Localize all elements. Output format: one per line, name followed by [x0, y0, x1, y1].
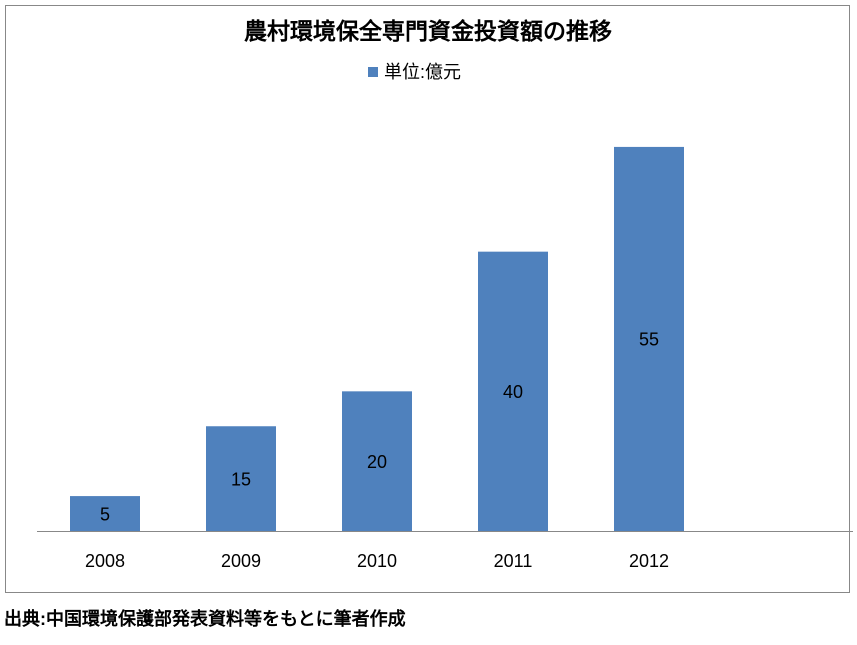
x-tick-label: 2008: [85, 551, 125, 571]
x-tick-label: 2009: [221, 551, 261, 571]
bar: [614, 146, 684, 531]
chart-border: [5, 5, 850, 593]
data-label: 55: [639, 330, 659, 350]
bar: [70, 496, 140, 531]
bar: [478, 251, 548, 531]
x-tick-label: 2011: [494, 551, 533, 571]
x-tick-label: 2010: [357, 551, 397, 571]
source-note: 出典:中国環境保護部発表資料等をもとに筆者作成: [4, 608, 406, 629]
x-tick-label: 2012: [629, 551, 669, 571]
data-label: 15: [231, 469, 251, 489]
chart-title: 農村環境保全専門資金投資額の推移: [244, 18, 612, 44]
legend-swatch: [368, 67, 378, 77]
data-label: 5: [100, 504, 110, 524]
data-label: 40: [503, 382, 523, 402]
bar: [206, 426, 276, 531]
legend-label: 単位:億元: [384, 62, 461, 82]
data-label: 20: [367, 452, 387, 472]
bar: [342, 391, 412, 531]
